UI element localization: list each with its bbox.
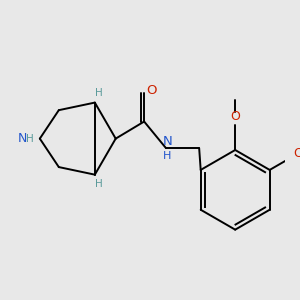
Text: N: N (163, 135, 173, 148)
Text: O: O (230, 110, 240, 123)
Text: O: O (146, 84, 157, 97)
Text: H: H (95, 179, 103, 189)
Text: O: O (293, 147, 300, 160)
Text: H: H (163, 151, 171, 161)
Text: N: N (18, 132, 27, 145)
Text: H: H (95, 88, 103, 98)
Text: H: H (26, 134, 34, 144)
